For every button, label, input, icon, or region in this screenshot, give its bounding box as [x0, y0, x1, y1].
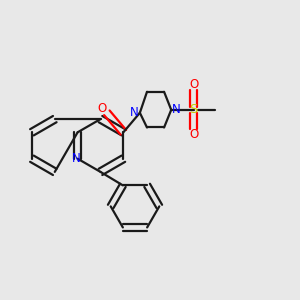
Text: S: S: [190, 103, 198, 116]
Text: O: O: [189, 78, 198, 92]
Text: O: O: [189, 128, 198, 141]
Text: N: N: [172, 103, 181, 116]
Text: N: N: [72, 152, 80, 165]
Text: N: N: [130, 106, 139, 119]
Text: O: O: [98, 102, 107, 115]
